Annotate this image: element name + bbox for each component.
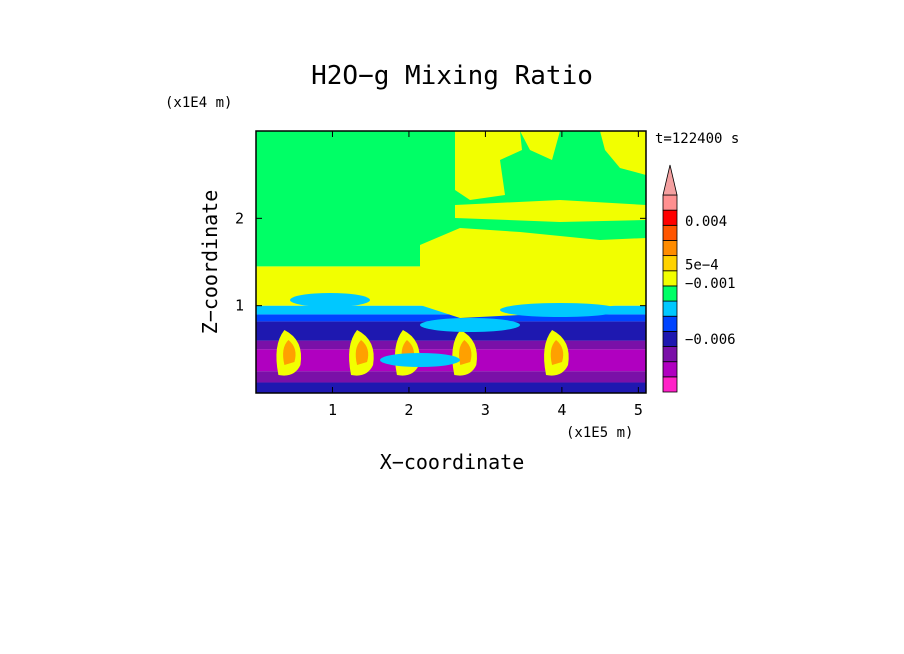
colorbar: −0.006 −0.001 5e−4 0.004 bbox=[662, 164, 736, 393]
colorbar-label-0: −0.006 bbox=[685, 332, 736, 348]
x-axis-title: X−coordinate bbox=[380, 450, 525, 474]
moist-patch-middle bbox=[420, 228, 646, 318]
colorbar-label-2: 5e−4 bbox=[685, 258, 719, 274]
chart-title: H2O−g Mixing Ratio bbox=[311, 61, 593, 91]
colorbar-swatch-2 bbox=[662, 346, 678, 363]
field-layer-3 bbox=[256, 340, 646, 350]
time-label: t=122400 s bbox=[655, 131, 739, 147]
moist-patch-band bbox=[455, 200, 646, 222]
moist-patch-upper bbox=[455, 131, 522, 200]
y-tick-label-1: 2 bbox=[235, 209, 244, 227]
plot-frame bbox=[255, 130, 647, 394]
field-layer-0 bbox=[256, 382, 646, 393]
x-tick-label-0: 1 bbox=[328, 401, 337, 419]
colorbar-swatch-10 bbox=[662, 224, 678, 241]
x-axis: 1 2 3 4 5 bbox=[328, 131, 643, 419]
colorbar-swatch-0 bbox=[662, 376, 678, 393]
x-tick-label-4: 5 bbox=[634, 401, 643, 419]
y-tick-label-0: 1 bbox=[235, 297, 244, 315]
wisp-1 bbox=[420, 318, 520, 332]
x-tick-label-1: 2 bbox=[404, 401, 413, 419]
colorbar-swatch-12 bbox=[662, 194, 678, 211]
colorbar-swatch-7 bbox=[662, 270, 678, 287]
wisp-3 bbox=[380, 353, 460, 367]
moist-patch-right bbox=[600, 131, 646, 175]
y-axis: 12 bbox=[235, 209, 646, 315]
field-layer-5 bbox=[256, 314, 646, 322]
x-tick-label-2: 3 bbox=[481, 401, 490, 419]
colorbar-label-1: −0.001 bbox=[685, 276, 736, 292]
colorbar-swatch-5 bbox=[662, 300, 678, 317]
colorbar-swatch-3 bbox=[662, 330, 678, 347]
x-scale-label: (x1E5 m) bbox=[566, 425, 633, 441]
colorbar-swatch-6 bbox=[662, 285, 678, 302]
plume-core-1 bbox=[355, 340, 369, 365]
colorbar-swatch-8 bbox=[662, 255, 678, 272]
plume-core-4 bbox=[550, 340, 564, 365]
field-layer-1 bbox=[256, 371, 646, 383]
colorbar-label-3: 0.004 bbox=[685, 214, 727, 230]
colorbar-swatch-1 bbox=[662, 361, 678, 378]
colorbar-swatch-9 bbox=[662, 240, 678, 257]
moist-patch-top bbox=[520, 131, 560, 160]
plume-core-3 bbox=[458, 340, 472, 365]
colorbar-swatch-4 bbox=[662, 315, 678, 332]
plume-core-0 bbox=[283, 340, 296, 365]
y-axis-title: Z−coordinate bbox=[198, 190, 222, 335]
colorbar-swatch-11 bbox=[662, 209, 678, 226]
colorbar-arrow bbox=[662, 164, 678, 196]
wisp-2 bbox=[500, 303, 620, 317]
x-tick-label-3: 4 bbox=[557, 401, 566, 419]
wisp-0 bbox=[290, 293, 370, 307]
y-scale-label: (x1E4 m) bbox=[165, 95, 232, 111]
